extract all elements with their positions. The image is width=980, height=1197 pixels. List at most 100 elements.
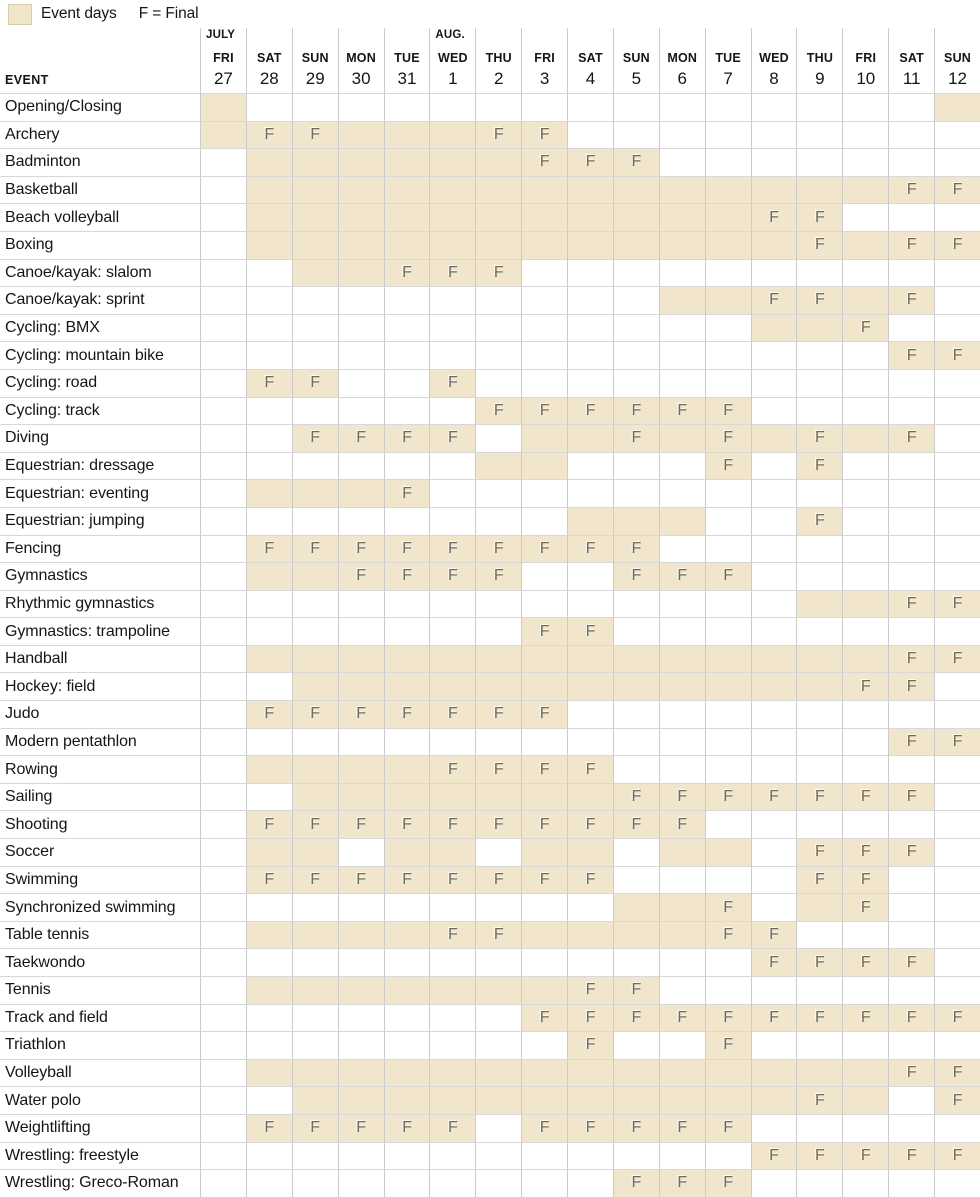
event-row-label: Taekwondo — [0, 948, 200, 976]
final-mark: F — [952, 732, 963, 750]
event-day-cell — [842, 589, 889, 618]
event-day-cell — [842, 175, 889, 204]
event-day-cell — [383, 230, 430, 259]
final-mark: F — [952, 181, 963, 199]
event-day-cell — [337, 976, 384, 1004]
event-day-cell — [291, 838, 338, 866]
final-day-cell: F — [888, 589, 935, 618]
empty-day-cell — [658, 341, 705, 369]
empty-day-cell — [796, 368, 843, 397]
event-day-cell — [796, 893, 843, 921]
final-mark: F — [539, 870, 550, 888]
weekday-label: THU — [485, 50, 512, 65]
empty-day-cell — [934, 1031, 980, 1059]
empty-day-cell — [934, 893, 980, 921]
event-day-cell — [245, 562, 292, 590]
empty-day-cell — [888, 810, 935, 839]
empty-day-cell — [200, 1086, 246, 1114]
final-mark: F — [906, 291, 917, 309]
empty-day-cell — [888, 920, 935, 949]
empty-day-cell — [612, 341, 659, 369]
final-mark: F — [860, 953, 871, 971]
event-day-cell — [245, 976, 292, 1004]
final-day-cell: F — [934, 727, 980, 756]
day-number: 27 — [213, 68, 233, 88]
empty-day-cell — [750, 148, 797, 176]
empty-day-cell — [475, 341, 522, 369]
final-mark: F — [539, 401, 550, 419]
final-mark: F — [539, 622, 550, 640]
final-mark: F — [769, 1008, 779, 1026]
empty-day-cell — [658, 589, 705, 618]
empty-day-cell — [704, 589, 751, 618]
empty-day-cell — [383, 948, 430, 976]
event-day-cell — [521, 230, 568, 259]
event-day-cell — [796, 644, 843, 673]
final-day-cell: F — [612, 1169, 659, 1197]
empty-day-cell — [842, 258, 889, 287]
empty-day-cell — [200, 534, 246, 563]
event-day-cell — [429, 1086, 476, 1114]
final-day-cell: F — [245, 700, 292, 728]
final-day-cell: F — [245, 534, 292, 563]
final-mark: F — [402, 567, 412, 585]
empty-day-cell — [200, 1113, 246, 1142]
event-day-cell — [704, 1058, 751, 1087]
empty-day-cell — [888, 396, 935, 425]
empty-day-cell — [200, 368, 246, 397]
event-row-label: Beach volleyball — [0, 203, 200, 231]
final-mark: F — [585, 870, 596, 888]
day-number: 6 — [677, 68, 687, 88]
final-day-cell: F — [383, 424, 430, 452]
empty-day-cell — [521, 893, 568, 921]
final-day-cell: F — [612, 782, 659, 811]
weekday-label: THU — [806, 50, 834, 65]
event-day-cell — [291, 920, 338, 949]
event-day-cell — [796, 313, 843, 342]
event-day-cell — [475, 451, 522, 480]
event-row-label: Weightlifting — [0, 1113, 200, 1142]
event-day-cell — [567, 506, 613, 535]
event-row-label: Fencing — [0, 534, 200, 563]
event-day-cell — [567, 782, 613, 811]
empty-day-cell — [796, 810, 843, 839]
final-day-cell: F — [475, 396, 522, 425]
event-day-cell — [383, 782, 430, 811]
day-column-header: SUN 12 — [934, 28, 980, 93]
final-day-cell: F — [567, 976, 613, 1004]
empty-day-cell — [934, 1113, 980, 1142]
final-mark: F — [356, 705, 366, 723]
empty-day-cell — [934, 865, 980, 894]
final-mark: F — [631, 401, 642, 419]
event-day-cell — [521, 672, 568, 701]
empty-day-cell — [704, 534, 751, 563]
event-day-cell — [658, 424, 705, 452]
final-mark: F — [631, 981, 642, 999]
day-number: 11 — [902, 68, 921, 88]
final-mark: F — [769, 788, 779, 806]
final-day-cell: F — [383, 700, 430, 728]
final-mark: F — [264, 125, 275, 143]
final-day-cell: F — [291, 865, 338, 894]
empty-day-cell — [200, 396, 246, 425]
final-day-cell: F — [383, 534, 430, 563]
final-day-cell: F — [567, 148, 613, 176]
final-day-cell: F — [888, 230, 935, 259]
final-mark: F — [906, 1146, 917, 1164]
empty-day-cell — [245, 1003, 292, 1032]
final-mark: F — [677, 788, 688, 806]
empty-day-cell — [888, 203, 935, 231]
empty-day-cell — [245, 589, 292, 618]
empty-day-cell — [383, 1003, 430, 1032]
final-mark: F — [264, 870, 275, 888]
final-mark: F — [723, 567, 734, 585]
empty-day-cell — [475, 838, 522, 866]
final-mark: F — [815, 291, 825, 309]
empty-day-cell — [291, 1031, 338, 1059]
event-day-cell — [337, 479, 384, 507]
empty-day-cell — [245, 93, 292, 121]
final-mark: F — [906, 236, 917, 254]
empty-day-cell — [750, 258, 797, 287]
final-mark: F — [539, 153, 550, 171]
final-mark: F — [402, 263, 412, 281]
